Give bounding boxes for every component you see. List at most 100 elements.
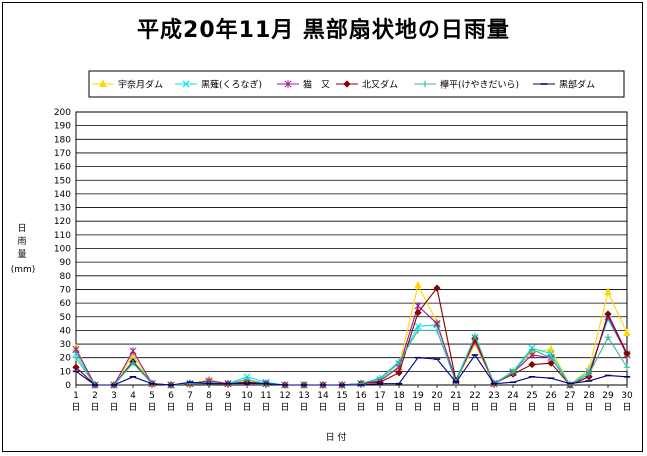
x-tick-suffix: 日 xyxy=(261,402,270,413)
x-tick-label: 26 xyxy=(545,391,557,401)
x-axis-label: 日 付 xyxy=(326,432,347,443)
legend-marker xyxy=(99,79,107,87)
y-tick-label: 100 xyxy=(54,245,71,255)
x-tick-label: 8 xyxy=(206,391,212,401)
data-point xyxy=(395,369,403,377)
x-tick-label: 23 xyxy=(488,391,499,401)
y-tick-label: 30 xyxy=(60,340,72,350)
y-tick-label: 180 xyxy=(54,135,71,145)
y-tick-label: 0 xyxy=(65,381,71,391)
legend-marker xyxy=(284,80,292,88)
x-tick-label: 5 xyxy=(149,391,155,401)
y-tick-label: 50 xyxy=(60,313,72,323)
x-tick-suffix: 日 xyxy=(470,402,479,413)
x-tick-label: 19 xyxy=(412,391,424,401)
chart-title: 平成20年11月 黒部扇状地の日雨量 xyxy=(137,18,510,43)
x-tick-suffix: 日 xyxy=(166,402,175,413)
data-point xyxy=(623,328,631,337)
legend-marker xyxy=(421,80,429,88)
data-point xyxy=(547,344,555,353)
x-tick-suffix: 日 xyxy=(603,402,612,413)
x-tick-label: 12 xyxy=(279,391,290,401)
legend-label: 猫 又 xyxy=(303,79,330,91)
y-axis-unit: (mm) xyxy=(11,265,36,275)
x-tick-suffix: 日 xyxy=(584,402,593,413)
legend-marker xyxy=(343,80,351,88)
legend-label: 宇奈月ダム xyxy=(118,79,163,91)
x-tick-suffix: 日 xyxy=(565,402,574,413)
x-tick-label: 20 xyxy=(431,391,443,401)
x-tick-suffix: 日 xyxy=(147,402,156,413)
x-tick-label: 3 xyxy=(111,391,117,401)
data-point xyxy=(72,345,80,354)
data-point xyxy=(528,360,536,369)
data-point xyxy=(585,370,593,378)
data-point xyxy=(604,310,612,318)
x-tick-suffix: 日 xyxy=(128,402,137,413)
y-tick-label: 40 xyxy=(60,326,72,336)
x-tick-label: 11 xyxy=(260,391,271,401)
y-tick-label: 20 xyxy=(60,354,72,364)
x-tick-suffix: 日 xyxy=(204,402,213,413)
x-tick-suffix: 日 xyxy=(356,402,365,413)
data-point xyxy=(623,364,631,371)
y-tick-label: 170 xyxy=(54,149,71,159)
x-tick-label: 18 xyxy=(393,391,405,401)
x-tick-label: 4 xyxy=(130,391,136,401)
legend-label: 黒部ダム xyxy=(559,79,595,91)
x-tick-suffix: 日 xyxy=(299,402,308,413)
data-point xyxy=(414,327,422,334)
x-tick-suffix: 日 xyxy=(185,402,194,413)
x-tick-label: 22 xyxy=(469,391,480,401)
y-tick-label: 110 xyxy=(54,231,71,241)
x-tick-label: 15 xyxy=(336,391,347,401)
data-point xyxy=(604,334,612,341)
data-point xyxy=(623,349,631,358)
x-tick-suffix: 日 xyxy=(527,402,536,413)
data-point xyxy=(509,369,517,376)
x-tick-label: 1 xyxy=(73,391,79,401)
data-point xyxy=(72,354,80,361)
x-tick-suffix: 日 xyxy=(622,402,631,413)
x-tick-suffix: 日 xyxy=(413,402,422,413)
x-tick-label: 21 xyxy=(450,391,461,401)
y-tick-label: 130 xyxy=(54,204,71,214)
x-tick-suffix: 日 xyxy=(375,402,384,413)
x-tick-label: 29 xyxy=(602,391,614,401)
x-tick-suffix: 日 xyxy=(223,402,232,413)
x-tick-suffix: 日 xyxy=(489,402,498,413)
x-tick-suffix: 日 xyxy=(508,402,517,413)
x-tick-label: 28 xyxy=(583,391,595,401)
x-tick-label: 16 xyxy=(355,391,367,401)
y-axis-label-char: 日 xyxy=(17,223,26,234)
data-point xyxy=(414,280,422,289)
x-tick-suffix: 日 xyxy=(318,402,327,413)
x-tick-label: 24 xyxy=(507,391,519,401)
legend-marker xyxy=(182,80,190,88)
data-point xyxy=(129,359,137,367)
data-point xyxy=(547,354,555,361)
x-tick-label: 30 xyxy=(621,391,633,401)
data-point xyxy=(129,347,137,355)
y-tick-label: 190 xyxy=(54,122,71,132)
y-tick-label: 60 xyxy=(60,299,72,309)
y-tick-label: 120 xyxy=(54,217,71,227)
x-tick-suffix: 日 xyxy=(546,402,555,413)
x-tick-label: 25 xyxy=(526,391,537,401)
x-tick-label: 27 xyxy=(564,391,575,401)
data-point xyxy=(433,319,441,328)
x-tick-label: 9 xyxy=(225,391,231,401)
x-tick-suffix: 日 xyxy=(451,402,460,413)
y-tick-label: 90 xyxy=(60,258,72,268)
data-point xyxy=(433,284,441,292)
x-tick-suffix: 日 xyxy=(71,402,80,413)
x-tick-suffix: 日 xyxy=(394,402,403,413)
x-tick-suffix: 日 xyxy=(109,402,118,413)
x-tick-suffix: 日 xyxy=(90,402,99,413)
data-point xyxy=(72,363,80,371)
legend-label: 欅平(けやきだいら) xyxy=(440,80,519,91)
x-tick-label: 17 xyxy=(374,391,385,401)
x-tick-label: 7 xyxy=(187,391,193,401)
y-tick-label: 150 xyxy=(54,176,71,186)
